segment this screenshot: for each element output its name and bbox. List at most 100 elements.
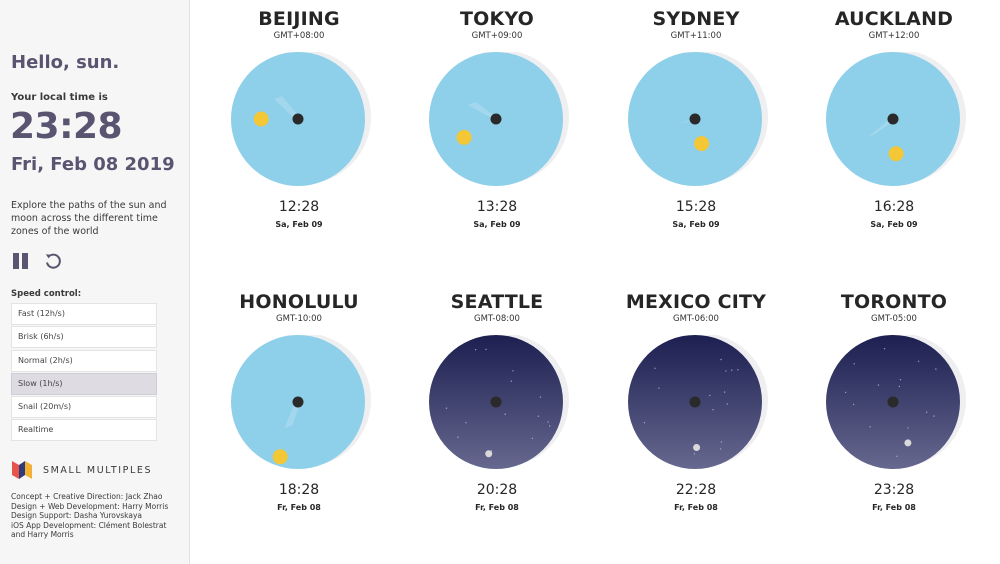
city-card-seattle: SEATTLE GMT-08:00 20:28 Fr, Feb 08 <box>422 291 572 512</box>
speed-option-slow[interactable]: Slow (1h/s) <box>11 372 157 395</box>
sky-dial <box>628 52 768 186</box>
local-time: 23:28 <box>10 106 123 147</box>
star <box>853 363 855 365</box>
small-multiples-logo-icon[interactable] <box>11 459 33 481</box>
star <box>512 370 514 372</box>
city-date: Fr, Feb 08 <box>277 503 321 512</box>
reset-icon <box>45 253 61 269</box>
city-time: 15:28 <box>675 199 717 215</box>
sky-dial <box>231 52 371 186</box>
credit-line: Design Support: Dasha Yurovskaya <box>11 511 143 520</box>
earth-icon <box>689 113 701 125</box>
star <box>869 426 871 428</box>
speed-option-realtime[interactable]: Realtime <box>11 419 157 442</box>
star <box>731 369 733 371</box>
city-gmt-offset: GMT+08:00 <box>273 31 325 41</box>
earth-icon <box>887 396 899 408</box>
star <box>720 358 722 361</box>
sky-dial <box>429 335 569 469</box>
star <box>877 384 880 386</box>
reset-button[interactable] <box>43 251 63 271</box>
star <box>935 368 937 370</box>
city-gmt-offset: GMT+12:00 <box>868 31 920 41</box>
star <box>709 394 711 397</box>
earth-icon <box>490 396 502 408</box>
star <box>693 453 696 455</box>
earth-icon <box>490 113 502 125</box>
earth-shadow <box>274 96 301 119</box>
sun-icon <box>694 136 710 152</box>
star <box>537 415 540 417</box>
city-time: 12:28 <box>278 199 320 215</box>
earth-shadow <box>867 119 896 137</box>
star <box>852 403 855 406</box>
star <box>504 413 506 415</box>
city-date: Sa, Feb 09 <box>473 220 521 229</box>
moon-icon <box>904 439 912 447</box>
earth-shadow <box>467 102 499 119</box>
greeting: Hello, sun. <box>11 52 120 73</box>
speed-option-normal[interactable]: Normal (2h/s) <box>11 349 157 372</box>
star <box>547 421 549 423</box>
city-card-sydney: SYDNEY GMT+11:00 15:28 Sa, Feb 09 <box>621 8 771 229</box>
city-card-auckland: AUCKLAND GMT+12:00 16:28 Sa, Feb 09 <box>819 8 969 229</box>
city-name: SEATTLE <box>450 291 544 313</box>
star <box>898 385 901 388</box>
city-date: Fr, Feb 08 <box>475 503 519 512</box>
city-gmt-offset: GMT-05:00 <box>871 314 917 324</box>
star <box>925 411 928 413</box>
city-name: AUCKLAND <box>834 8 954 30</box>
earth-icon <box>292 396 304 408</box>
local-date: Fri, Feb 08 2019 <box>11 154 175 175</box>
city-card-tokyo: TOKYO GMT+09:00 13:28 Sa, Feb 09 <box>422 8 572 229</box>
city-time: 20:28 <box>476 482 518 498</box>
moon-icon <box>485 450 493 458</box>
star <box>896 455 898 457</box>
city-name: TOKYO <box>459 8 535 30</box>
city-date: Sa, Feb 09 <box>275 220 323 229</box>
star <box>723 391 726 393</box>
star <box>643 421 646 424</box>
city-gmt-offset: GMT-08:00 <box>474 314 520 324</box>
star <box>726 403 728 405</box>
local-time-label: Your local time is <box>11 92 108 103</box>
star <box>548 425 551 427</box>
star <box>485 348 487 351</box>
speed-control-list: Fast (12h/s) Brisk (6h/s) Normal (2h/s) … <box>11 303 157 443</box>
star <box>712 408 714 411</box>
city-time: 18:28 <box>278 482 320 498</box>
city-card-honolulu: HONOLULU GMT-10:00 18:28 Fr, Feb 08 <box>224 291 374 512</box>
speed-option-snail[interactable]: Snail (20m/s) <box>11 396 157 419</box>
credit-line: iOS App Development: Clément Bolestrat a… <box>11 520 167 540</box>
sidebar: Hello, sun. Your local time is 23:28 Fri… <box>0 0 190 564</box>
city-time: 23:28 <box>873 482 915 498</box>
moon-icon <box>693 444 701 452</box>
city-name: HONOLULU <box>239 291 359 313</box>
star <box>654 367 656 369</box>
speed-option-brisk[interactable]: Brisk (6h/s) <box>11 326 157 349</box>
speed-option-fast[interactable]: Fast (12h/s) <box>11 303 157 325</box>
star <box>907 427 909 429</box>
earth-icon <box>689 396 701 408</box>
explore-description: Explore the paths of the sun and moon ac… <box>11 200 167 237</box>
city-date: Fr, Feb 08 <box>872 503 916 512</box>
star <box>883 347 886 350</box>
star <box>445 407 448 409</box>
brand-name[interactable]: SMALL MULTIPLES <box>43 465 153 476</box>
pause-icon <box>13 253 19 269</box>
pause-button[interactable] <box>12 252 30 270</box>
sun-icon <box>253 111 269 127</box>
city-card-beijing: BEIJING GMT+08:00 12:28 Sa, Feb 09 <box>224 8 374 229</box>
star <box>844 391 847 394</box>
city-gmt-offset: GMT+11:00 <box>670 31 722 41</box>
star <box>474 349 477 351</box>
city-card-mexico-city: MEXICO CITY GMT-06:00 22:28 Fr, Feb 08 <box>621 291 771 512</box>
credits: Concept + Creative Direction: Jack Zhao … <box>11 492 181 540</box>
sun-icon <box>456 129 472 145</box>
sky-dial <box>826 52 966 186</box>
sky-dial <box>628 335 768 469</box>
city-gmt-offset: GMT-06:00 <box>673 314 719 324</box>
city-name: MEXICO CITY <box>625 291 767 313</box>
city-time: 16:28 <box>873 199 915 215</box>
star <box>933 415 935 417</box>
